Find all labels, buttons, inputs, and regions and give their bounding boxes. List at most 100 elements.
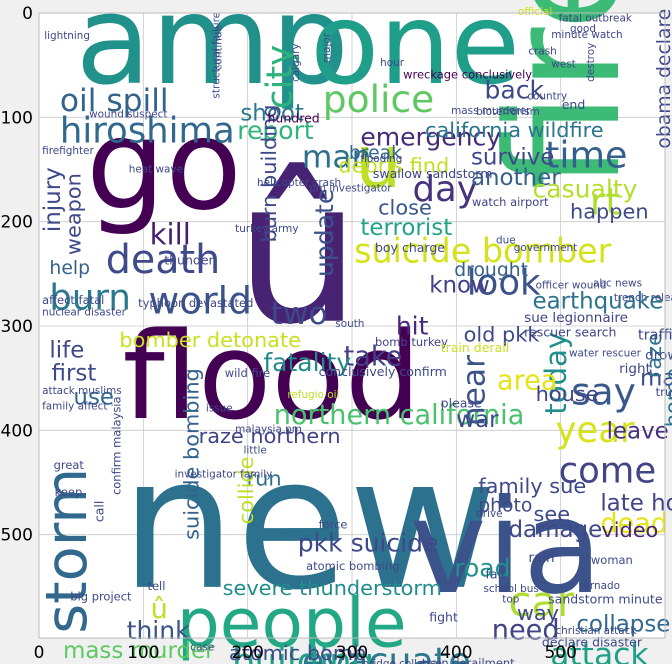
- word-attack: attack: [550, 637, 649, 664]
- word-video: video: [601, 518, 658, 542]
- word-rescuer-search: rescuer search: [524, 324, 616, 339]
- word-help: help: [49, 258, 90, 279]
- word-flood: flood: [122, 308, 421, 447]
- word-south: south: [335, 318, 364, 330]
- word-people: people: [177, 583, 407, 662]
- word-big-project: big project: [70, 589, 132, 603]
- word-hit: hit: [396, 311, 429, 340]
- word-flooding: flooding: [360, 153, 402, 165]
- word-fatal-outbreak: fatal outbreak: [559, 12, 632, 24]
- word-obama-declare: obama declare: [654, 9, 672, 149]
- word-look: look: [467, 263, 541, 304]
- word-school-bus: school bus: [483, 583, 538, 595]
- word-report: report: [237, 116, 314, 145]
- word-drive: drive: [476, 508, 502, 520]
- word-weapon: weapon: [62, 173, 86, 255]
- word-kill: kill: [150, 218, 191, 252]
- word-home: home: [661, 368, 672, 427]
- word-hour: hour: [380, 57, 405, 69]
- word-good: good: [570, 23, 596, 35]
- word-please: please: [441, 395, 482, 410]
- word-new: new: [120, 419, 497, 631]
- word-atomic-bomb: atomic bomb: [229, 641, 367, 664]
- word-calgary: calgary: [290, 43, 302, 81]
- word-california-wildfire: california wildfire: [425, 118, 604, 142]
- word--: û: [151, 594, 168, 625]
- word-man: man: [302, 139, 372, 175]
- word-damage: damage: [509, 517, 603, 543]
- word-think: think: [127, 616, 190, 645]
- word-tell: tell: [148, 579, 166, 593]
- word-great: great: [54, 458, 85, 472]
- word-today: today: [539, 332, 573, 415]
- word-swallow-sandstorm: swallow sandstorm: [373, 166, 493, 181]
- word-sue-legionnaire: sue legionnaire: [524, 310, 628, 326]
- word-casualty: casualty: [532, 175, 637, 204]
- y-tick-label: 200: [1, 213, 33, 233]
- word-burn: burn: [49, 277, 130, 318]
- word-severe-thunderstorm: severe thunderstorm: [223, 576, 442, 600]
- word-evacuate: evacuate: [302, 639, 471, 664]
- word-traffic: traffic: [638, 327, 672, 344]
- word-dead: dead: [600, 509, 668, 540]
- x-tick-label: 100: [127, 643, 159, 663]
- word-take: take: [344, 342, 403, 373]
- word-road: road: [454, 553, 510, 582]
- word-near: near: [457, 355, 493, 426]
- word-investigator-family: investigator family: [175, 468, 273, 480]
- word-heat-wave: heat wave: [129, 164, 183, 176]
- word-bioterrorism: bioterrorism: [476, 106, 540, 118]
- word-boy-charge: boy charge: [375, 240, 445, 255]
- word-shoot: shoot: [240, 100, 304, 126]
- y-tick-label: 100: [1, 108, 33, 128]
- word-continue: continue: [213, 25, 225, 70]
- x-tick-label: 400: [440, 643, 472, 663]
- word-bridge-collapse: bridge collapse: [362, 658, 442, 664]
- word-turkey-army: turkey army: [235, 223, 298, 235]
- word-rain: rain: [528, 550, 554, 566]
- word-wreckage-conclusively: wreckage conclusively: [403, 68, 532, 82]
- word-close: close: [378, 195, 432, 219]
- word-bomb-turkey: bomb turkey: [375, 335, 448, 349]
- word-police: police: [323, 77, 434, 121]
- word-helicopter-crash: helicopter crash: [257, 177, 341, 189]
- word-storm: storm: [33, 468, 100, 634]
- word-woman: woman: [591, 553, 633, 567]
- word-two: two: [271, 296, 328, 332]
- word-wild-fire: wild fire: [225, 366, 270, 380]
- word-government: government: [514, 242, 578, 254]
- word-break: break: [349, 143, 402, 164]
- word-destroy: destroy: [585, 43, 597, 82]
- word-terrorist: terrorist: [360, 215, 452, 241]
- word-see: see: [534, 502, 571, 526]
- word-photo: photo: [478, 496, 532, 517]
- y-tick-label: 0: [22, 4, 33, 24]
- word-amp: amp: [76, 0, 350, 113]
- word-rt: rt: [590, 179, 620, 223]
- word-christian-attack: christian attack: [555, 625, 636, 637]
- word-come: come: [559, 451, 657, 492]
- word-little: little: [243, 444, 266, 456]
- word-top: top: [502, 593, 519, 605]
- word-officer-wound: officer wound: [536, 279, 607, 291]
- word-end: end: [562, 97, 586, 112]
- y-tick-label: 300: [1, 317, 33, 337]
- word-pkk-suicide: pkk suicide: [298, 528, 439, 557]
- y-tick-label: 500: [1, 526, 33, 546]
- word-need: need: [492, 615, 560, 646]
- word-issue: issue: [206, 403, 233, 415]
- word-country: country: [527, 91, 567, 103]
- x-tick-label: 500: [544, 643, 576, 663]
- word-late-home: late home: [600, 491, 672, 517]
- word-old-pkk: old pkk: [464, 323, 541, 347]
- word-train-derailment: train derailment: [422, 656, 515, 664]
- word-use: use: [73, 384, 114, 410]
- word-confirm-malaysia: confirm malaysia: [109, 396, 123, 495]
- word-raze-northern: raze northern: [199, 424, 341, 448]
- word-injury: injury: [40, 167, 66, 232]
- word-tornado: tornado: [579, 580, 620, 592]
- plot-frame: [38, 12, 666, 639]
- word-family-sue: family sue: [478, 474, 586, 498]
- word-burn-building: burn building: [257, 104, 281, 242]
